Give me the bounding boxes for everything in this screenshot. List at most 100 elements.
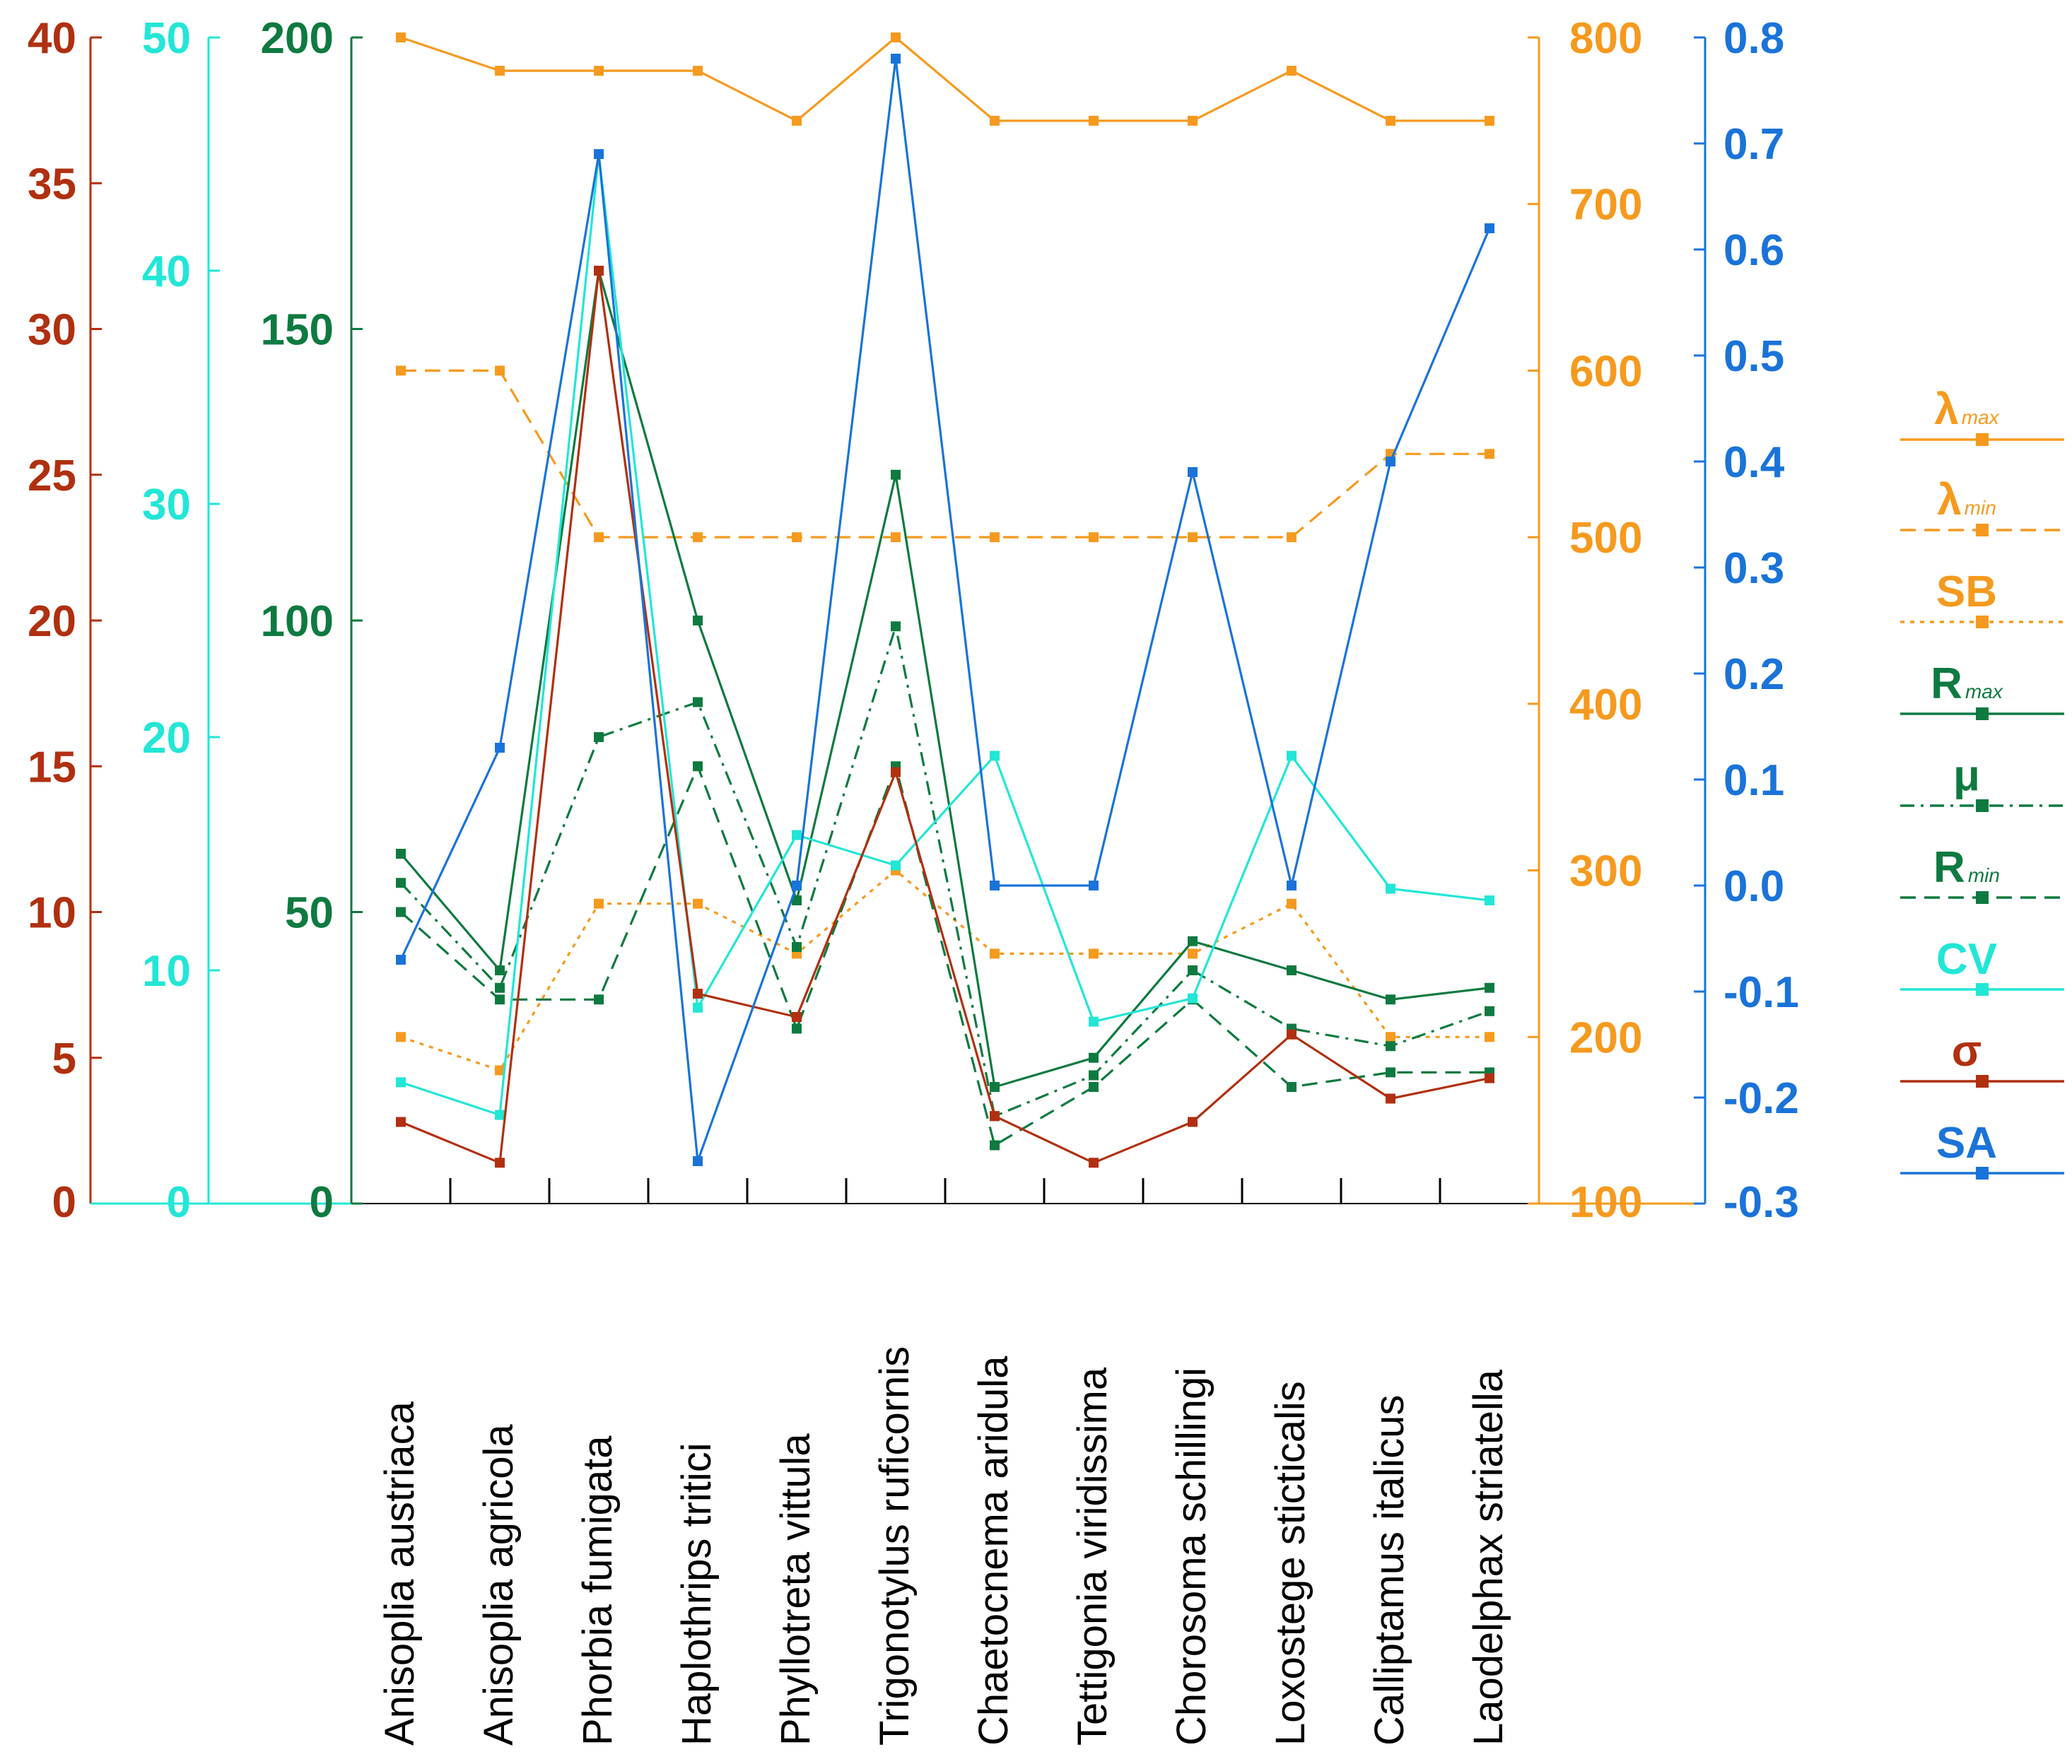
legend-label: λ max xyxy=(1934,385,1999,434)
tick-label-sigma: 5 xyxy=(52,1035,76,1083)
data-point xyxy=(1386,1093,1395,1104)
category-label: Phorbia fumigata xyxy=(575,1435,621,1746)
data-point xyxy=(396,33,406,42)
legend-symbol: R xyxy=(1933,843,1965,892)
series-line xyxy=(400,153,1490,1117)
tick-label-cv: 40 xyxy=(142,247,191,296)
data-point xyxy=(1386,883,1395,894)
y-axis-sa: -0.3 -0.2 -0.1 0.0 0.1 0.2 0.3 0.4 0.5 0.6 0.7 0.8 xyxy=(1694,14,1799,1227)
data-point xyxy=(396,955,406,965)
category-label: Loxostege sticticalis xyxy=(1268,1381,1313,1746)
data-point xyxy=(1188,948,1198,959)
tick-label-lambda: 500 xyxy=(1569,514,1642,563)
data-point xyxy=(990,1140,1000,1151)
series-line xyxy=(399,765,1489,1147)
data-point xyxy=(891,860,901,871)
data-point xyxy=(990,115,1000,126)
category-label: Trigonotylus ruficornis xyxy=(872,1346,918,1746)
tick-label-sa: 0.5 xyxy=(1723,332,1784,381)
tick-label-sa: -0.1 xyxy=(1723,968,1799,1017)
series-line xyxy=(400,36,1489,122)
data-point xyxy=(792,881,802,890)
data-point xyxy=(990,1082,1000,1092)
data-point xyxy=(1089,1070,1099,1081)
data-point xyxy=(594,732,604,742)
legend-item: CV xyxy=(1900,935,2064,996)
data-point xyxy=(990,1111,1000,1122)
tick-label-sigma: 30 xyxy=(28,306,76,355)
data-point xyxy=(1089,1082,1099,1092)
tick-label-sa: 0.0 xyxy=(1723,862,1784,911)
data-point xyxy=(891,767,901,777)
legend-marker xyxy=(1976,891,1989,904)
data-point xyxy=(1287,532,1297,543)
data-point xyxy=(594,266,604,276)
tick-label-sigma: 25 xyxy=(28,452,76,500)
data-point xyxy=(1089,532,1099,543)
tick-label-sa: 0.8 xyxy=(1723,14,1784,63)
data-point xyxy=(1386,994,1395,1005)
legend-label: CV xyxy=(1936,935,1997,984)
legend-item: λ min xyxy=(1900,476,2064,536)
series-2 xyxy=(396,865,1494,1076)
tick-label-cv: 50 xyxy=(142,14,191,63)
legend-symbol: σ xyxy=(1952,1027,1982,1076)
data-point xyxy=(1485,115,1494,126)
legend: λ max λ min SB R max μR min CV σ SA xyxy=(1900,385,2064,1180)
data-point xyxy=(1188,936,1198,946)
data-point xyxy=(1485,895,1494,905)
legend-symbol: λ xyxy=(1937,476,1961,524)
series-line xyxy=(399,625,1490,1117)
data-point xyxy=(495,982,505,993)
category-label: Chaetocnema aridula xyxy=(971,1356,1017,1746)
legend-label: λ min xyxy=(1937,476,1996,524)
data-point xyxy=(693,989,703,999)
legend-item: λ max xyxy=(1900,385,2064,446)
data-point xyxy=(1287,1082,1297,1092)
legend-marker xyxy=(1976,616,1989,628)
legend-item: μ xyxy=(1900,751,2064,812)
series-4 xyxy=(396,621,1494,1122)
category-label: Laodelphax striatella xyxy=(1465,1369,1511,1746)
tick-label-sa: 0.6 xyxy=(1723,226,1784,275)
data-point xyxy=(1386,1067,1395,1078)
tick-label-cv: 30 xyxy=(142,481,191,529)
tick-label-r: 50 xyxy=(285,889,334,938)
series-3 xyxy=(396,266,1494,1092)
legend-subscript: min xyxy=(1968,864,2000,886)
legend-marker xyxy=(1976,524,1989,536)
data-point xyxy=(1485,1006,1494,1016)
series-line xyxy=(400,869,1489,1072)
tick-label-sa: 0.2 xyxy=(1723,650,1784,699)
axes-layer: 0510152025303540010203040500501001502001… xyxy=(28,14,1799,1746)
data-point xyxy=(1089,1158,1099,1168)
data-point xyxy=(1089,115,1099,126)
data-point xyxy=(693,1156,703,1166)
data-point xyxy=(891,621,901,632)
category-label: Anisoplia austriaca xyxy=(377,1401,423,1746)
data-point xyxy=(1287,965,1297,975)
legend-symbol: SA xyxy=(1936,1119,1997,1168)
data-point xyxy=(792,532,802,543)
series-7 xyxy=(396,266,1494,1168)
category-label: Tettigonia viridissima xyxy=(1070,1367,1116,1746)
data-point xyxy=(693,761,703,772)
tick-label-lambda: 300 xyxy=(1569,847,1642,896)
data-point xyxy=(792,942,802,952)
legend-marker xyxy=(1976,983,1989,996)
legend-symbol: SB xyxy=(1936,568,1997,616)
tick-label-sa: 0.3 xyxy=(1723,544,1784,593)
data-point xyxy=(693,532,703,543)
tick-label-cv: 10 xyxy=(142,947,191,996)
legend-marker xyxy=(1976,799,1989,812)
data-point xyxy=(594,66,604,76)
series-line xyxy=(399,57,1491,1163)
tick-label-sa: 0.7 xyxy=(1723,120,1784,169)
data-point xyxy=(495,1065,505,1076)
data-point xyxy=(792,1023,802,1034)
tick-label-sa: 0.1 xyxy=(1723,756,1784,805)
tick-label-lambda: 600 xyxy=(1569,347,1642,396)
